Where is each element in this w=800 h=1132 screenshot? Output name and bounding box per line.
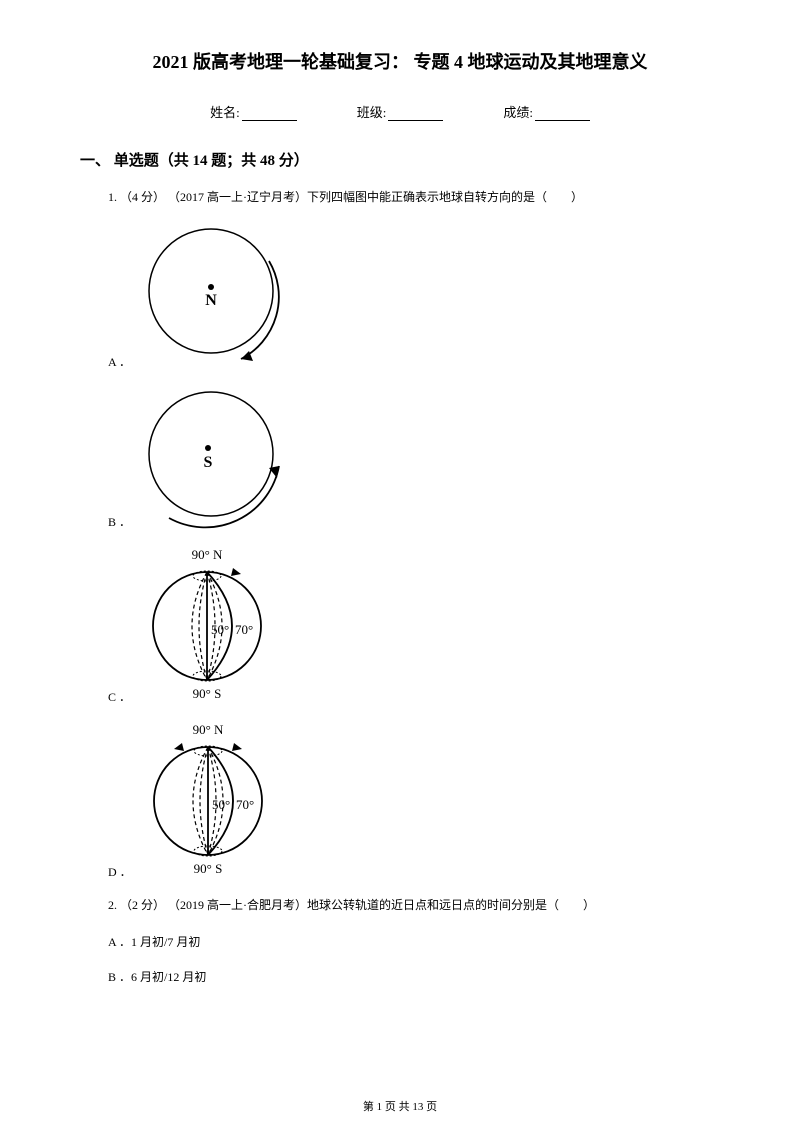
q1-optC-label: C ． [108,688,131,711]
class-label: 班级: [357,102,387,121]
section-heading: 一、 单选题（共 14 题；共 48 分） [80,149,720,170]
q1-diagram-c: 90° N 50° 70° 90° S [141,546,281,711]
svg-text:N: N [205,292,217,309]
class-field: 班级: [357,102,444,121]
name-field: 姓名: [210,102,297,121]
score-field: 成绩: [503,102,590,121]
q1-diagram-d: 90° N 50° 70° 90° S [142,721,282,886]
score-label: 成绩: [503,102,533,121]
q1-text: 1. （4 分） （2017 高一上·辽宁月考）下列四幅图中能正确表示地球自转方… [80,188,720,207]
svg-text:50°: 50° [211,622,229,637]
svg-text:90° S: 90° S [193,686,222,701]
svg-text:90° N: 90° N [192,722,223,737]
q1-option-b: B ． S [80,386,720,536]
q1-option-a: A ． N [80,221,720,376]
q1-diagram-b: S [141,386,301,536]
q1-diagram-a: N [141,221,291,376]
q1-optD-label: D ． [108,863,132,886]
header-row: 姓名: 班级: 成绩: [80,102,720,121]
name-underline [242,107,297,121]
svg-text:50°: 50° [212,797,230,812]
page-footer: 第 1 页 共 13 页 [0,1098,800,1114]
q1-option-c: C ． 90° N 50° 70° 90° S [80,546,720,711]
page-title: 2021 版高考地理一轮基础复习： 专题 4 地球运动及其地理意义 [80,48,720,74]
score-underline [535,107,590,121]
svg-text:90° N: 90° N [192,547,223,562]
q1-optB-label: B ． [108,513,131,536]
q2-optA: A ．1 月初/7 月初 [80,933,720,950]
svg-text:70°: 70° [235,622,253,637]
svg-text:70°: 70° [236,797,254,812]
q1-optA-label: A ． [108,353,131,376]
svg-text:S: S [204,454,213,471]
name-label: 姓名: [210,102,240,121]
class-underline [388,107,443,121]
q2-optB: B ．6 月初/12 月初 [80,968,720,985]
q2-text: 2. （2 分） （2019 高一上·合肥月考）地球公转轨道的近日点和远日点的时… [80,896,720,915]
q1-option-d: D ． 90° N 50° 70° 90° S [80,721,720,886]
svg-text:90° S: 90° S [193,861,222,876]
